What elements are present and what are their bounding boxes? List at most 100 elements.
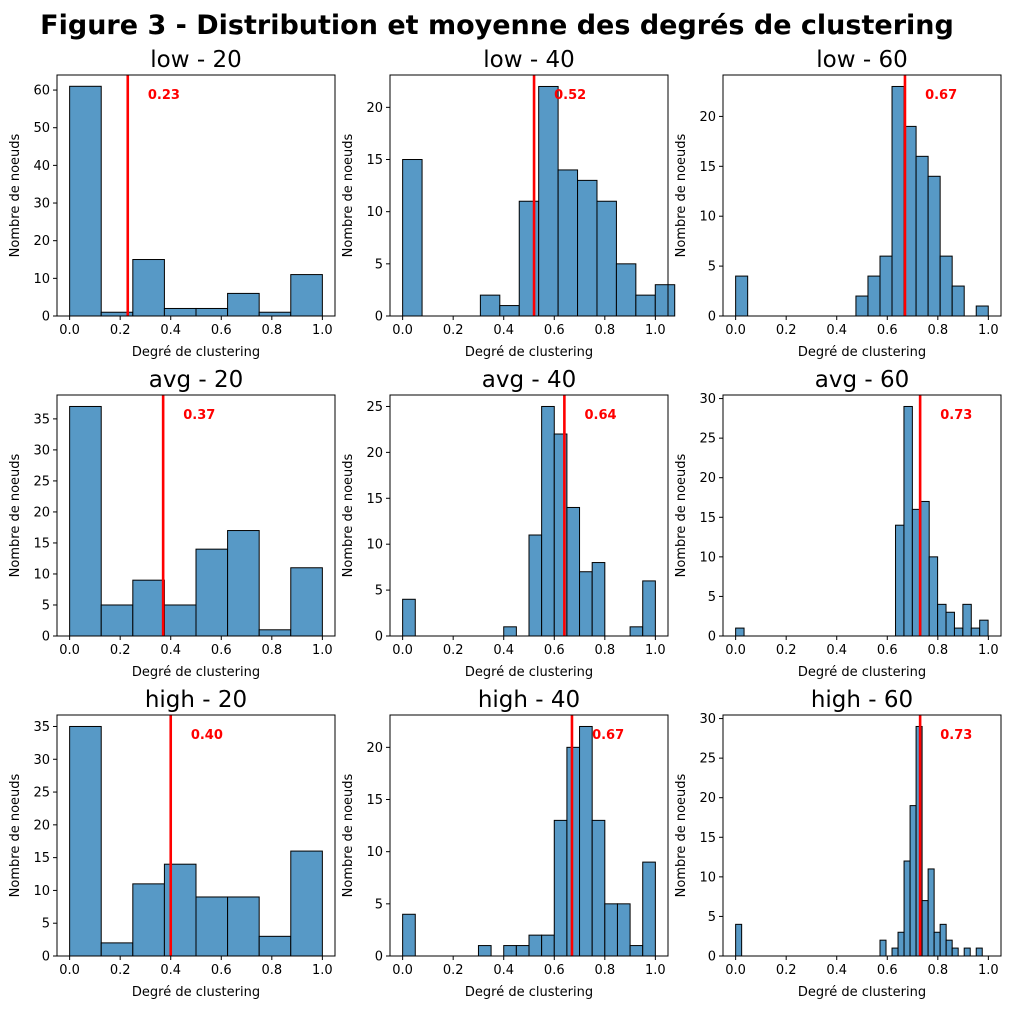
x-axis-label: Degré de clustering [798,345,926,360]
mean-label: 0.37 [183,408,215,423]
axes-frame [56,394,336,637]
panel-title: avg - 60 [815,367,910,393]
histogram-bar [402,913,416,957]
histogram-bar [528,534,543,637]
y-tick-label: 25 [699,432,716,447]
histogram-bar [518,200,540,317]
x-tick-label: 0.4 [160,323,181,338]
x-axis: 0.0 0.2 0.4 0.6 0.8 1.0 Degré de clustering [392,956,666,1000]
x-tick-label: 0.6 [211,643,232,658]
panel-low-60: low - 60 0.67 0.0 0.2 0.4 0.6 0.8 1.0 Degré de c… [674,47,1002,360]
y-tick-label: 20 [699,791,716,806]
histogram-bar [577,179,598,317]
histogram-bar [402,159,423,317]
histogram-bar [528,934,543,957]
histogram-bar [477,945,492,957]
histogram-bar [933,931,941,957]
axes-frame [722,394,1002,637]
x-axis: 0.0 0.2 0.4 0.6 0.8 1.0 Degré de clustering [725,316,999,360]
y-tick-label: 0 [42,630,50,645]
histogram-bar [579,725,593,957]
y-tick-label: 0 [375,310,383,325]
x-tick-label: 0.6 [544,963,565,978]
y-axis-label: Nombre de noeuds [8,133,23,257]
histogram-bar [503,945,517,957]
histogram-bar [195,548,229,637]
x-tick-label: 0.0 [392,643,413,658]
figure-title: Figure 3 - Distribution et moyenne des d… [40,10,954,41]
x-tick-label: 0.2 [110,643,131,658]
x-tick-label: 0.8 [927,643,948,658]
panel-high-40: high - 40 0.67 0.0 0.2 0.4 0.6 0.8 1.0 Degré de … [341,687,669,1000]
y-axis: 0 5 10 15 20 25 30 35 Nombre de noeuds [8,720,57,965]
y-tick-label: 20 [33,818,50,833]
panel-avg-60: avg - 60 0.73 0.0 0.2 0.4 0.6 0.8 1.0 Degré de c… [674,367,1002,680]
axes-frame [56,74,336,317]
histogram-bar [227,896,260,957]
x-tick-label: 0.4 [826,963,847,978]
x-tick-label: 0.6 [544,643,565,658]
y-tick-label: 0 [375,630,383,645]
x-axis: 0.0 0.2 0.4 0.6 0.8 1.0 Degré de clustering [59,956,333,1000]
y-tick-label: 10 [33,567,50,582]
panel-title: low - 60 [816,47,907,73]
panel-title: avg - 40 [482,367,577,393]
y-axis: 0 5 10 15 20 Nombre de noeuds [341,101,390,325]
x-tick-label: 0.0 [392,963,413,978]
x-tick-label: 0.8 [927,963,948,978]
histogram-bar [616,903,631,957]
x-axis-label: Degré de clustering [132,985,260,1000]
y-tick-label: 30 [699,712,716,727]
panel-low-40: low - 40 0.52 0.0 0.2 0.4 0.6 0.8 1.0 Degré de c… [341,47,676,360]
x-tick-label: 1.0 [312,323,333,338]
histogram-bar [227,292,260,317]
x-tick-label: 1.0 [312,963,333,978]
y-axis-label: Nombre de noeuds [674,773,689,897]
histogram-bar [642,861,656,957]
y-tick-label: 20 [33,234,50,249]
y-axis-label: Nombre de noeuds [341,133,356,257]
histogram-bar [903,860,911,957]
y-tick-label: 40 [33,159,50,174]
y-tick-label: 10 [366,845,383,860]
histogram-bar [909,805,917,957]
x-tick-label: 1.0 [645,963,666,978]
histogram-bar [927,868,935,957]
x-tick-label: 0.4 [160,963,181,978]
histogram-bars [402,725,656,957]
histogram-bar [579,571,593,637]
x-tick-label: 0.0 [392,323,413,338]
x-tick-label: 0.8 [594,323,615,338]
histogram-bar [195,896,229,957]
x-axis: 0.0 0.2 0.4 0.6 0.8 1.0 Degré de clustering [725,956,999,1000]
mean-label: 0.52 [554,88,586,103]
panel-avg-40: avg - 40 0.64 0.0 0.2 0.4 0.6 0.8 1.0 Degré de c… [341,367,669,680]
x-axis: 0.0 0.2 0.4 0.6 0.8 1.0 Degré de clustering [725,636,999,680]
y-axis-label: Nombre de noeuds [341,453,356,577]
x-tick-label: 1.0 [312,643,333,658]
x-tick-label: 0.6 [877,643,898,658]
x-tick-label: 0.0 [725,643,746,658]
histogram-bar [962,603,972,637]
histogram-bar [939,255,953,317]
histogram-bar [503,626,517,637]
x-axis-label: Degré de clustering [465,985,593,1000]
histogram-bar [891,85,905,317]
histogram-bar [163,307,197,317]
x-tick-label: 0.0 [59,643,80,658]
mean-label: 0.73 [940,728,972,743]
histogram-bar [879,939,887,957]
histogram-bar [945,611,955,637]
y-axis-label: Nombre de noeuds [8,773,23,897]
histogram-bar [735,627,745,637]
histogram-bars [735,725,983,957]
histogram-bar [163,604,197,637]
y-tick-label: 30 [33,443,50,458]
y-tick-label: 10 [699,550,716,565]
x-tick-label: 0.2 [110,963,131,978]
y-tick-label: 50 [33,121,50,136]
histogram-bar [591,562,606,637]
histogram-bar [951,285,965,317]
y-axis: 0 10 20 30 40 50 60 Nombre de noeuds [8,84,57,325]
y-tick-label: 25 [33,786,50,801]
